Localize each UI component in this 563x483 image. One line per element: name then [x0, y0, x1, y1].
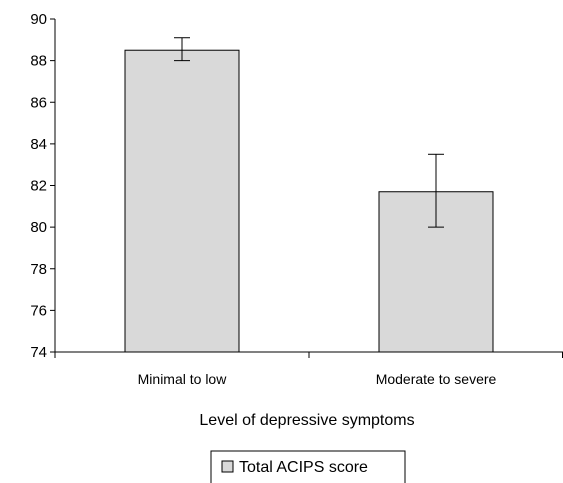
legend: Total ACIPS score	[210, 450, 406, 483]
y-tick-label: 74	[30, 344, 47, 361]
y-tick-label: 82	[30, 178, 47, 195]
y-tick-label: 78	[30, 261, 47, 278]
legend-swatch	[221, 460, 234, 473]
x-tick-label: Moderate to severe	[376, 371, 497, 387]
x-tick-label: Minimal to low	[138, 371, 228, 387]
error-bars	[174, 37, 444, 228]
x-axis-ticks: Minimal to low Moderate to severe	[54, 352, 563, 387]
y-tick-label: 76	[30, 302, 47, 319]
y-tick-label: 80	[30, 219, 47, 236]
bars	[124, 49, 494, 353]
y-tick-label: 88	[30, 53, 47, 70]
y-tick-label: 90	[30, 11, 47, 28]
y-axis-ticks: 74 76 78 80 82 84 86 88 90	[30, 11, 55, 361]
bar	[124, 49, 240, 353]
x-axis-title: Level of depressive symptoms	[199, 412, 414, 429]
y-tick-label: 84	[30, 136, 47, 153]
y-tick-label: 86	[30, 94, 47, 111]
legend-label: Total ACIPS score	[239, 459, 368, 476]
legend-box	[210, 450, 406, 483]
